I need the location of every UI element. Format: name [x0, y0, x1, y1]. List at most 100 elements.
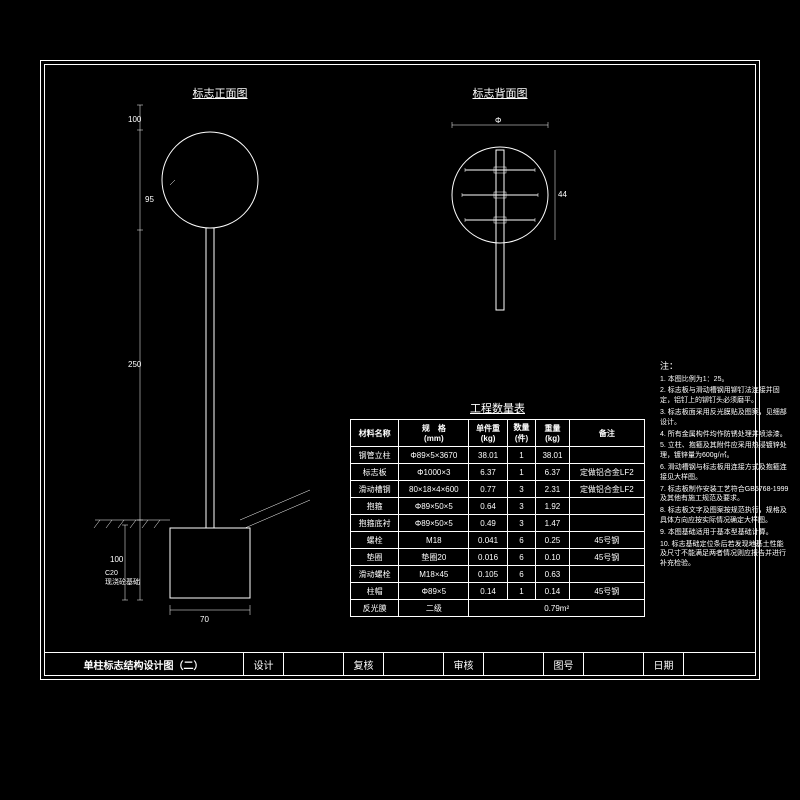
bom-cell: 垫圈20: [399, 549, 469, 566]
bom-cell: M18×45: [399, 566, 469, 583]
bom-cell: 螺栓: [351, 532, 399, 549]
field-dwgno: 图号: [544, 653, 584, 676]
bom-table: 材料名称规 格 (mm)单件重 (kg)数量 (件)重量 (kg)备注 钢管立柱…: [350, 419, 645, 617]
bom-cell: 0.14: [536, 583, 569, 600]
bom-cell: 0.14: [469, 583, 507, 600]
bom-cell: 0.64: [469, 498, 507, 515]
bom-cell: 0.25: [536, 532, 569, 549]
field-dwgno-val: [584, 653, 644, 676]
dim-pole: 250: [128, 360, 141, 369]
bom-cell: M18: [399, 532, 469, 549]
field-design: 设计: [244, 653, 284, 676]
notes-title: 注：: [660, 360, 790, 373]
bom-table-container: 工程数量表 材料名称规 格 (mm)单件重 (kg)数量 (件)重量 (kg)备…: [350, 400, 645, 617]
bom-cell: Φ89×50×5: [399, 498, 469, 515]
note-item: 9. 本图基础适用于基本型基础计算。: [660, 528, 790, 538]
title-block: 单柱标志结构设计图（二） 设计 复核 审核 图号 日期: [44, 652, 756, 676]
bom-cell: 6: [507, 532, 535, 549]
bom-cell: 0.041: [469, 532, 507, 549]
bom-cell: Φ1000×3: [399, 464, 469, 481]
bom-cell: 3: [507, 515, 535, 532]
bom-cell: 1.47: [536, 515, 569, 532]
bom-cell: 45号钢: [569, 549, 644, 566]
bom-cell: 抱箍: [351, 498, 399, 515]
field-check-val: [384, 653, 444, 676]
field-check: 复核: [344, 653, 384, 676]
bom-cell: 钢管立柱: [351, 447, 399, 464]
bom-cell: 45号钢: [569, 532, 644, 549]
table-row: 抱箍底衬Φ89×50×50.4931.47: [351, 515, 645, 532]
bom-cell: 38.01: [536, 447, 569, 464]
bom-cell: 80×18×4×600: [399, 481, 469, 498]
notes-block: 注： 1. 本图比例为1：25。2. 标志板与滑动槽钢用铆钉法连接并固定，铝钉上…: [660, 360, 790, 571]
note-item: 5. 立柱、抱箍及其附件应采用热浸镀锌处理，镀锌量为600g/㎡。: [660, 441, 790, 461]
bom-cell: 6: [507, 549, 535, 566]
dim-dia: 95: [145, 195, 154, 204]
back-dim-side: 44: [558, 190, 567, 199]
table-row: 抱箍Φ89×50×50.6431.92: [351, 498, 645, 515]
table-row: 滑动螺栓M18×450.10560.63: [351, 566, 645, 583]
bom-cell: 0.10: [536, 549, 569, 566]
bom-cell: 定做铝合金LF2: [569, 481, 644, 498]
field-design-val: [284, 653, 344, 676]
bom-title: 工程数量表: [350, 400, 645, 416]
bom-cell: [569, 566, 644, 583]
bom-header: 重量 (kg): [536, 420, 569, 447]
bom-cell: 滑动槽钢: [351, 481, 399, 498]
bom-header: 备注: [569, 420, 644, 447]
note-item: 1. 本图比例为1：25。: [660, 375, 790, 385]
note-item: 3. 标志板面采用反光膜贴及图案，见细部设计。: [660, 408, 790, 428]
field-date: 日期: [644, 653, 684, 676]
bom-cell: 1.92: [536, 498, 569, 515]
field-review-val: [484, 653, 544, 676]
front-elevation: [60, 80, 360, 680]
bom-cell: Φ89×50×5: [399, 515, 469, 532]
table-row: 钢管立柱Φ89×5×367038.01138.01: [351, 447, 645, 464]
bom-cell: 1: [507, 464, 535, 481]
bom-header: 规 格 (mm): [399, 420, 469, 447]
bom-cell: 标志板: [351, 464, 399, 481]
bom-cell: 抱箍底衬: [351, 515, 399, 532]
bom-cell: 滑动螺栓: [351, 566, 399, 583]
bom-header: 单件重 (kg): [469, 420, 507, 447]
bom-cell: [569, 515, 644, 532]
field-date-val: [684, 653, 756, 676]
note-item: 7. 标志板制作安装工艺符合GB5768-1999及其他有施工规范及要求。: [660, 485, 790, 505]
bom-cell: 6.37: [469, 464, 507, 481]
bom-cell: 1: [507, 447, 535, 464]
note-item: 6. 滑动槽钢与标志板用连接方式及抱箍连接见大样图。: [660, 463, 790, 483]
bom-cell: 柱帽: [351, 583, 399, 600]
bom-cell: 1: [507, 583, 535, 600]
bom-cell: Φ89×5: [399, 583, 469, 600]
bom-cell: 定做铝合金LF2: [569, 464, 644, 481]
note-item: 2. 标志板与滑动槽钢用铆钉法连接并固定，铝钉上的铆钉头必须磨平。: [660, 386, 790, 406]
dim-top: 100: [128, 115, 141, 124]
bom-cell: 38.01: [469, 447, 507, 464]
base-label: C20 现浇砼基础: [105, 570, 165, 587]
note-item: 8. 标志板文字及图案按规范执行，规格及具体方向应按实际情况确定大样图。: [660, 506, 790, 526]
table-row: 垫圈垫圈200.01660.1045号钢: [351, 549, 645, 566]
table-row: 滑动槽钢80×18×4×6000.7732.31定做铝合金LF2: [351, 481, 645, 498]
bom-cell: 0.63: [536, 566, 569, 583]
bom-cell: 45号钢: [569, 583, 644, 600]
bom-cell: Φ89×5×3670: [399, 447, 469, 464]
bom-cell: 2.31: [536, 481, 569, 498]
note-item: 10. 标志基础定位条后若发现地基土性能及尺寸不能满足两者情况则应报告并进行补充…: [660, 540, 790, 569]
bom-cell: 3: [507, 498, 535, 515]
bom-cell: 0.016: [469, 549, 507, 566]
drawing-title: 单柱标志结构设计图（二）: [44, 653, 244, 676]
bom-cell: 0.49: [469, 515, 507, 532]
bom-cell: 6.37: [536, 464, 569, 481]
bom-cell: 6: [507, 566, 535, 583]
table-row: 反光膜二级0.79m²: [351, 600, 645, 617]
table-row: 标志板Φ1000×36.3716.37定做铝合金LF2: [351, 464, 645, 481]
bom-header: 材料名称: [351, 420, 399, 447]
table-row: 柱帽Φ89×50.1410.1445号钢: [351, 583, 645, 600]
bom-cell: [569, 498, 644, 515]
bom-cell: 0.105: [469, 566, 507, 583]
table-row: 螺栓M180.04160.2545号钢: [351, 532, 645, 549]
bom-header: 数量 (件): [507, 420, 535, 447]
bom-cell: 0.77: [469, 481, 507, 498]
back-dim-top: Φ: [495, 116, 501, 125]
bom-cell: [569, 447, 644, 464]
